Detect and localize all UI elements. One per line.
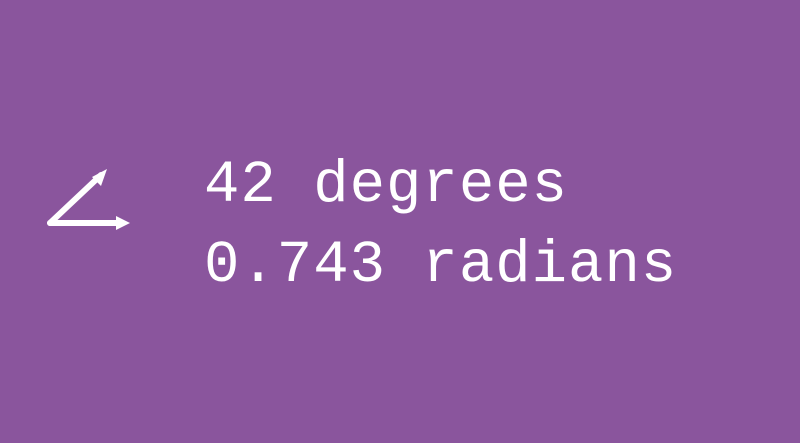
angle-icon bbox=[38, 160, 138, 236]
degrees-value: 42 degrees bbox=[204, 152, 569, 219]
radians-value: 0.743 radians bbox=[204, 232, 678, 299]
angle-readout: 42 degrees 0.743 radians bbox=[204, 146, 677, 306]
